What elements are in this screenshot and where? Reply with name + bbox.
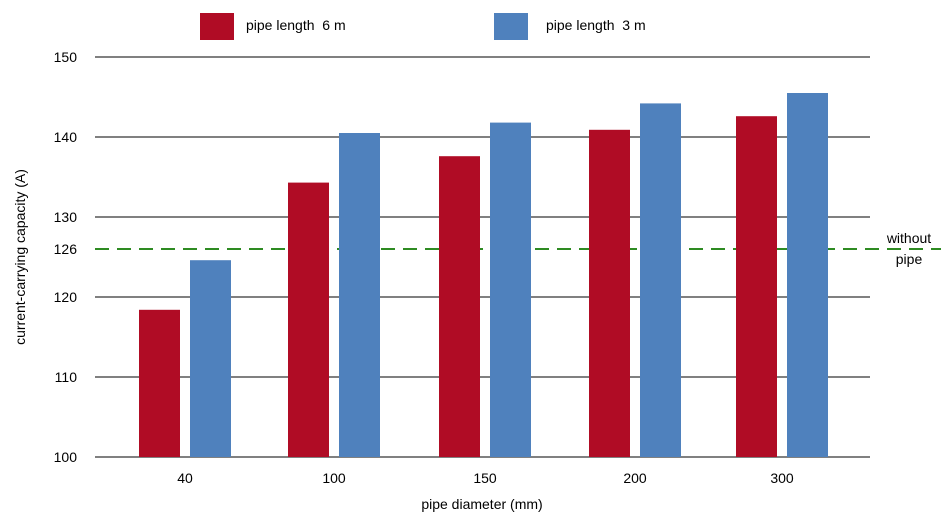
x-tick-label-100: 100 xyxy=(322,470,346,486)
bar-series2-100 xyxy=(339,133,380,457)
x-tick-label-40: 40 xyxy=(177,470,193,486)
y-tick-label-110: 110 xyxy=(55,369,78,385)
x-tick-label-200: 200 xyxy=(623,470,647,486)
reference-value-label: 126 xyxy=(54,241,78,257)
y-tick-label-130: 130 xyxy=(54,209,78,225)
bar-series2-300 xyxy=(787,93,828,457)
legend-swatch-series1 xyxy=(200,13,234,40)
bar-series1-150 xyxy=(439,156,480,457)
reference-label-line-2: pipe xyxy=(896,251,923,267)
x-tick-label-150: 150 xyxy=(473,470,497,486)
legend-label-series2: pipe length 3 m xyxy=(546,17,646,33)
bar-series1-200 xyxy=(589,129,630,458)
axes: 100 110 120 130 140 150 40 100 150 200 300 pipe dia… xyxy=(12,49,794,512)
y-tick-label-100: 100 xyxy=(54,449,78,465)
bar-series2-40 xyxy=(190,260,231,457)
x-axis-label: pipe diameter (mm) xyxy=(421,496,542,512)
x-tick-label-300: 300 xyxy=(770,470,794,486)
bar-series1-40 xyxy=(139,309,180,457)
legend-label-series1: pipe length 6 m xyxy=(246,17,346,33)
bar-series2-150 xyxy=(490,122,531,457)
bar-series1-100 xyxy=(288,182,329,457)
y-tick-label-140: 140 xyxy=(54,129,78,145)
y-tick-label-150: 150 xyxy=(54,49,78,65)
legend-swatch-series2 xyxy=(494,13,528,40)
bars xyxy=(139,93,828,458)
y-axis-label: current-carrying capacity (A) xyxy=(12,169,28,345)
bar-series1-300 xyxy=(736,116,777,457)
legend: pipe length 6 m pipe length 3 m xyxy=(200,13,646,40)
y-tick-label-120: 120 xyxy=(54,289,78,305)
bar-series2-200 xyxy=(640,103,681,458)
reference-label-line-1: without xyxy=(886,230,931,246)
